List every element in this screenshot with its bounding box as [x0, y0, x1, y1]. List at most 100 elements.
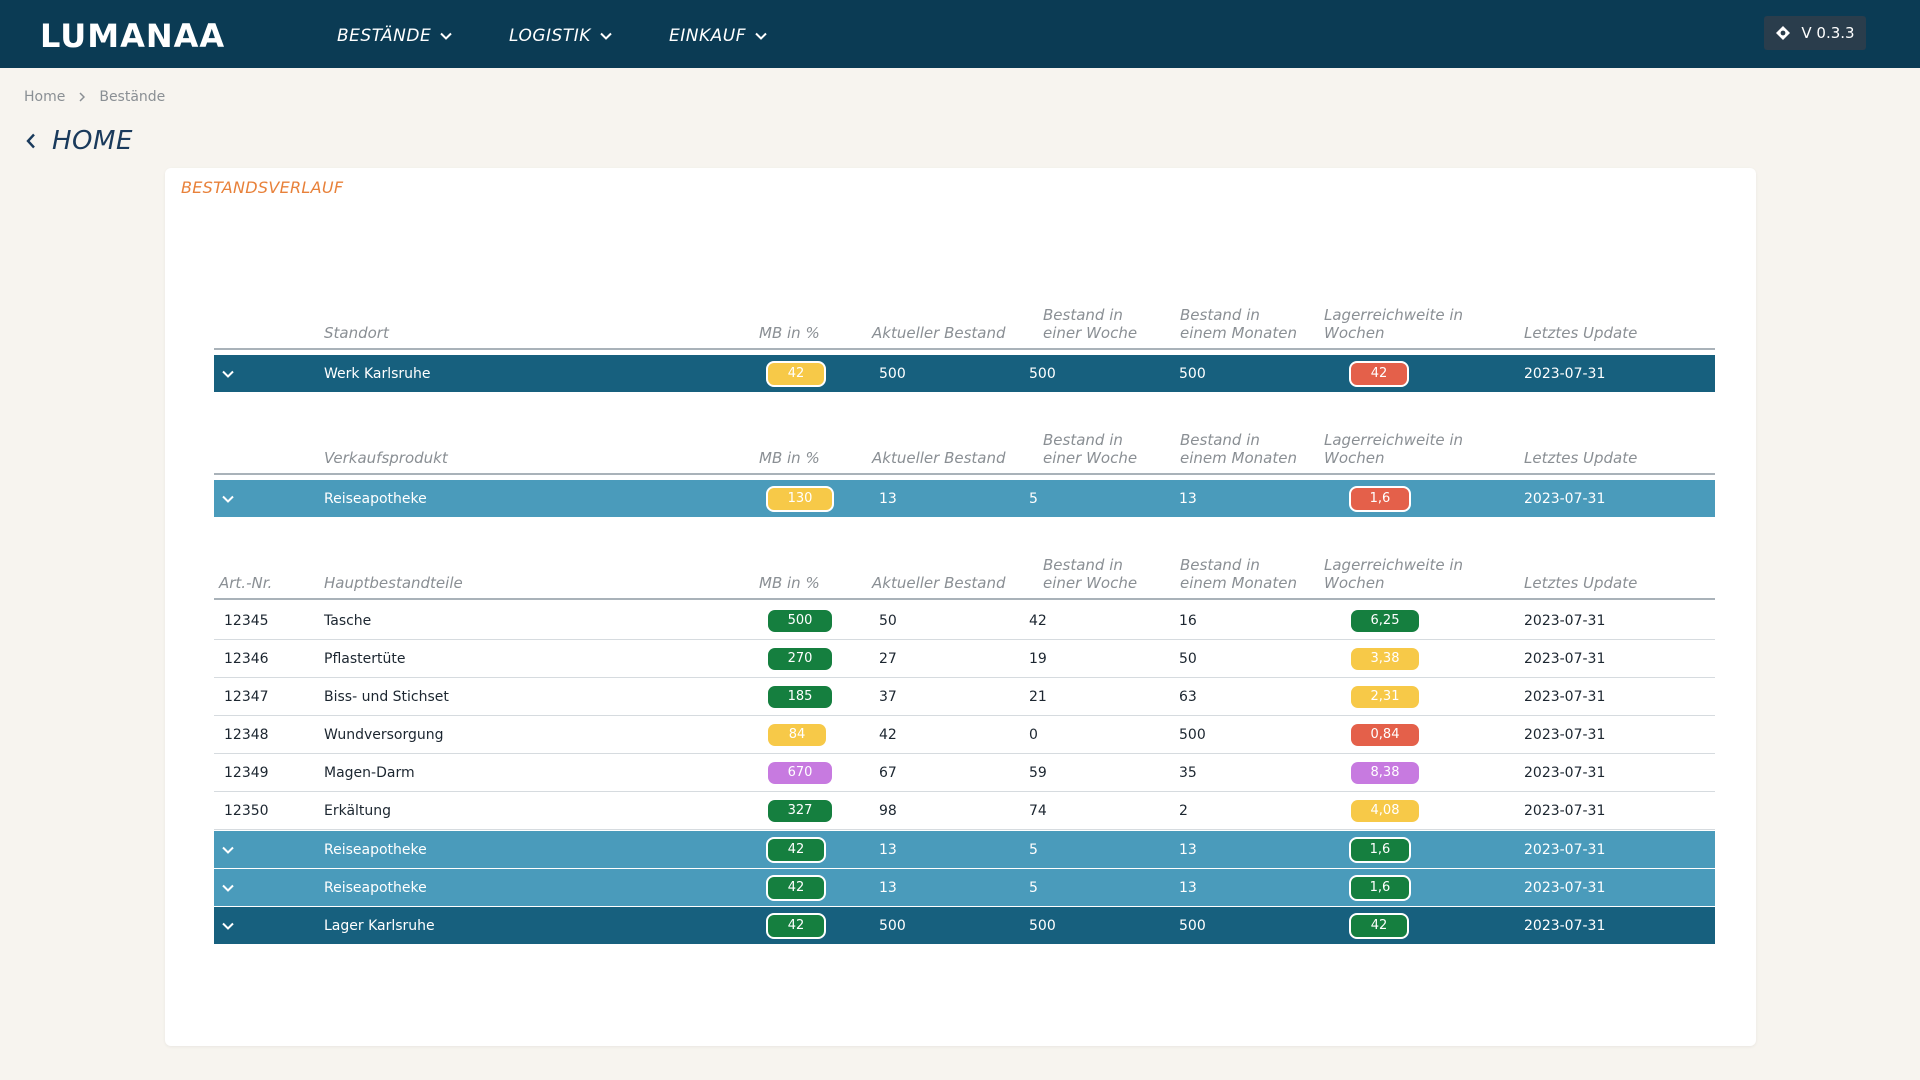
header-update: Letztes Update: [1524, 324, 1638, 342]
table-row[interactable]: 12350 Erkältung 327 98 74 2 4,08 2023-07…: [214, 792, 1715, 830]
cell-woche: 5: [1029, 490, 1038, 507]
app-logo[interactable]: LUMANAA: [40, 17, 226, 55]
header-standort: Standort: [324, 324, 389, 342]
cell-aktuell: 42: [879, 726, 897, 743]
reichweite-badge: 4,08: [1351, 799, 1419, 822]
table-header-standort: Standort MB in % Aktueller Bestand Besta…: [214, 305, 1715, 350]
header-hauptbestandteile: Hauptbestandteile: [324, 574, 463, 592]
top-navigation-bar: LUMANAA BESTÄNDE LOGISTIK EINKAUF V 0.3.…: [0, 0, 1920, 68]
cell-woche: 0: [1029, 726, 1038, 743]
cell-monat: 50: [1179, 650, 1197, 667]
table-row-verkaufsprodukt[interactable]: Reiseapotheke 42 13 5 13 1,6 2023-07-31: [214, 869, 1715, 906]
cell-monat: 13: [1179, 879, 1197, 896]
cell-aktuell: 500: [879, 365, 906, 382]
git-commit-icon: [1776, 26, 1791, 40]
chevron-down-icon[interactable]: [222, 370, 234, 378]
cell-update: 2023-07-31: [1524, 802, 1606, 819]
cell-aktuell: 13: [879, 841, 897, 858]
cell-update: 2023-07-31: [1524, 841, 1606, 858]
header-reichweite: Lagerreichweite in Wochen: [1324, 556, 1463, 592]
chevron-down-icon[interactable]: [222, 846, 234, 854]
breadcrumb-bestaende[interactable]: Bestände: [99, 89, 166, 105]
cell-woche: 500: [1029, 917, 1056, 934]
chevron-down-icon: [600, 32, 612, 40]
cell-update: 2023-07-31: [1524, 764, 1606, 781]
header-woche: Bestand in einer Woche: [1043, 306, 1138, 342]
cell-update: 2023-07-31: [1524, 612, 1606, 629]
cell-woche: 5: [1029, 841, 1038, 858]
cell-aktuell: 37: [879, 688, 897, 705]
cell-monat: 500: [1179, 365, 1206, 382]
cell-name: Reiseapotheke: [324, 879, 427, 896]
reichweite-badge: 42: [1349, 912, 1409, 939]
cell-aktuell: 13: [879, 879, 897, 896]
cell-update: 2023-07-31: [1524, 688, 1606, 705]
cell-name: Tasche: [324, 612, 372, 629]
bestandsverlauf-card: BESTANDSVERLAUF Standort MB in % Aktuell…: [165, 168, 1756, 1046]
cell-aktuell: 50: [879, 612, 897, 629]
mb-badge: 84: [768, 723, 826, 746]
chevron-down-icon[interactable]: [222, 922, 234, 930]
mb-badge: 42: [766, 874, 826, 901]
page-title-row: HOME: [26, 126, 133, 156]
breadcrumb-home[interactable]: Home: [24, 89, 66, 105]
version-badge[interactable]: V 0.3.3: [1764, 16, 1866, 50]
cell-name: Reiseapotheke: [324, 841, 427, 858]
table-row[interactable]: 12349 Magen-Darm 670 67 59 35 8,38 2023-…: [214, 754, 1715, 792]
cell-monat: 2: [1179, 802, 1188, 819]
cell-update: 2023-07-31: [1524, 917, 1606, 934]
back-arrow-icon[interactable]: [26, 133, 36, 149]
nav-menu-bestaende[interactable]: BESTÄNDE: [337, 24, 452, 48]
cell-woche: 5: [1029, 879, 1038, 896]
header-woche: Bestand in einer Woche: [1043, 556, 1138, 592]
cell-monat: 500: [1179, 726, 1206, 743]
cell-monat: 16: [1179, 612, 1197, 629]
cell-update: 2023-07-31: [1524, 726, 1606, 743]
nav-menu-einkauf-label: EINKAUF: [669, 26, 746, 46]
mb-badge: 670: [768, 761, 832, 784]
header-update: Letztes Update: [1524, 574, 1638, 592]
header-aktuell: Aktueller Bestand: [872, 324, 1006, 342]
cell-name: Erkältung: [324, 802, 392, 819]
cell-monat: 63: [1179, 688, 1197, 705]
table-row[interactable]: 12348 Wundversorgung 84 42 0 500 0,84 20…: [214, 716, 1715, 754]
header-monat: Bestand in einem Monaten: [1180, 306, 1297, 342]
cell-aktuell: 500: [879, 917, 906, 934]
reichweite-badge: 8,38: [1351, 761, 1419, 784]
reichweite-badge: 0,84: [1351, 723, 1419, 746]
cell-name: Lager Karlsruhe: [324, 917, 435, 934]
nav-menu-einkauf[interactable]: EINKAUF: [669, 24, 767, 48]
nav-menu-logistik[interactable]: LOGISTIK: [509, 24, 612, 48]
cell-update: 2023-07-31: [1524, 365, 1606, 382]
cell-aktuell: 27: [879, 650, 897, 667]
table-row[interactable]: 12346 Pflastertüte 270 27 19 50 3,38 202…: [214, 640, 1715, 678]
cell-update: 2023-07-31: [1524, 650, 1606, 667]
cell-monat: 13: [1179, 841, 1197, 858]
table-row-werk[interactable]: Werk Karlsruhe 42 500 500 500 42 2023-07…: [214, 355, 1715, 392]
table-row[interactable]: 12347 Biss- und Stichset 185 37 21 63 2,…: [214, 678, 1715, 716]
mb-badge: 130: [766, 485, 834, 512]
chevron-down-icon[interactable]: [222, 495, 234, 503]
header-monat: Bestand in einem Monaten: [1180, 556, 1297, 592]
cell-name: Pflastertüte: [324, 650, 406, 667]
table-row[interactable]: 12345 Tasche 500 50 42 16 6,25 2023-07-3…: [214, 602, 1715, 640]
breadcrumb: Home Bestände: [24, 89, 165, 105]
header-woche: Bestand in einer Woche: [1043, 431, 1138, 467]
table-row-verkaufsprodukt[interactable]: Reiseapotheke 42 13 5 13 1,6 2023-07-31: [214, 831, 1715, 868]
page-title: HOME: [52, 126, 133, 156]
header-aktuell: Aktueller Bestand: [872, 449, 1006, 467]
header-mb: MB in %: [759, 574, 820, 592]
chevron-down-icon[interactable]: [222, 884, 234, 892]
reichweite-badge: 1,6: [1349, 836, 1411, 863]
cell-update: 2023-07-31: [1524, 490, 1606, 507]
cell-art-nr: 12345: [224, 612, 269, 629]
table-row-verkaufsprodukt[interactable]: Reiseapotheke 130 13 5 13 1,6 2023-07-31: [214, 480, 1715, 517]
header-update: Letztes Update: [1524, 449, 1638, 467]
cell-name: Wundversorgung: [324, 726, 444, 743]
cell-woche: 59: [1029, 764, 1047, 781]
cell-woche: 74: [1029, 802, 1047, 819]
cell-woche: 500: [1029, 365, 1056, 382]
cell-monat: 13: [1179, 490, 1197, 507]
cell-woche: 21: [1029, 688, 1047, 705]
table-row-lager[interactable]: Lager Karlsruhe 42 500 500 500 42 2023-0…: [214, 907, 1715, 944]
